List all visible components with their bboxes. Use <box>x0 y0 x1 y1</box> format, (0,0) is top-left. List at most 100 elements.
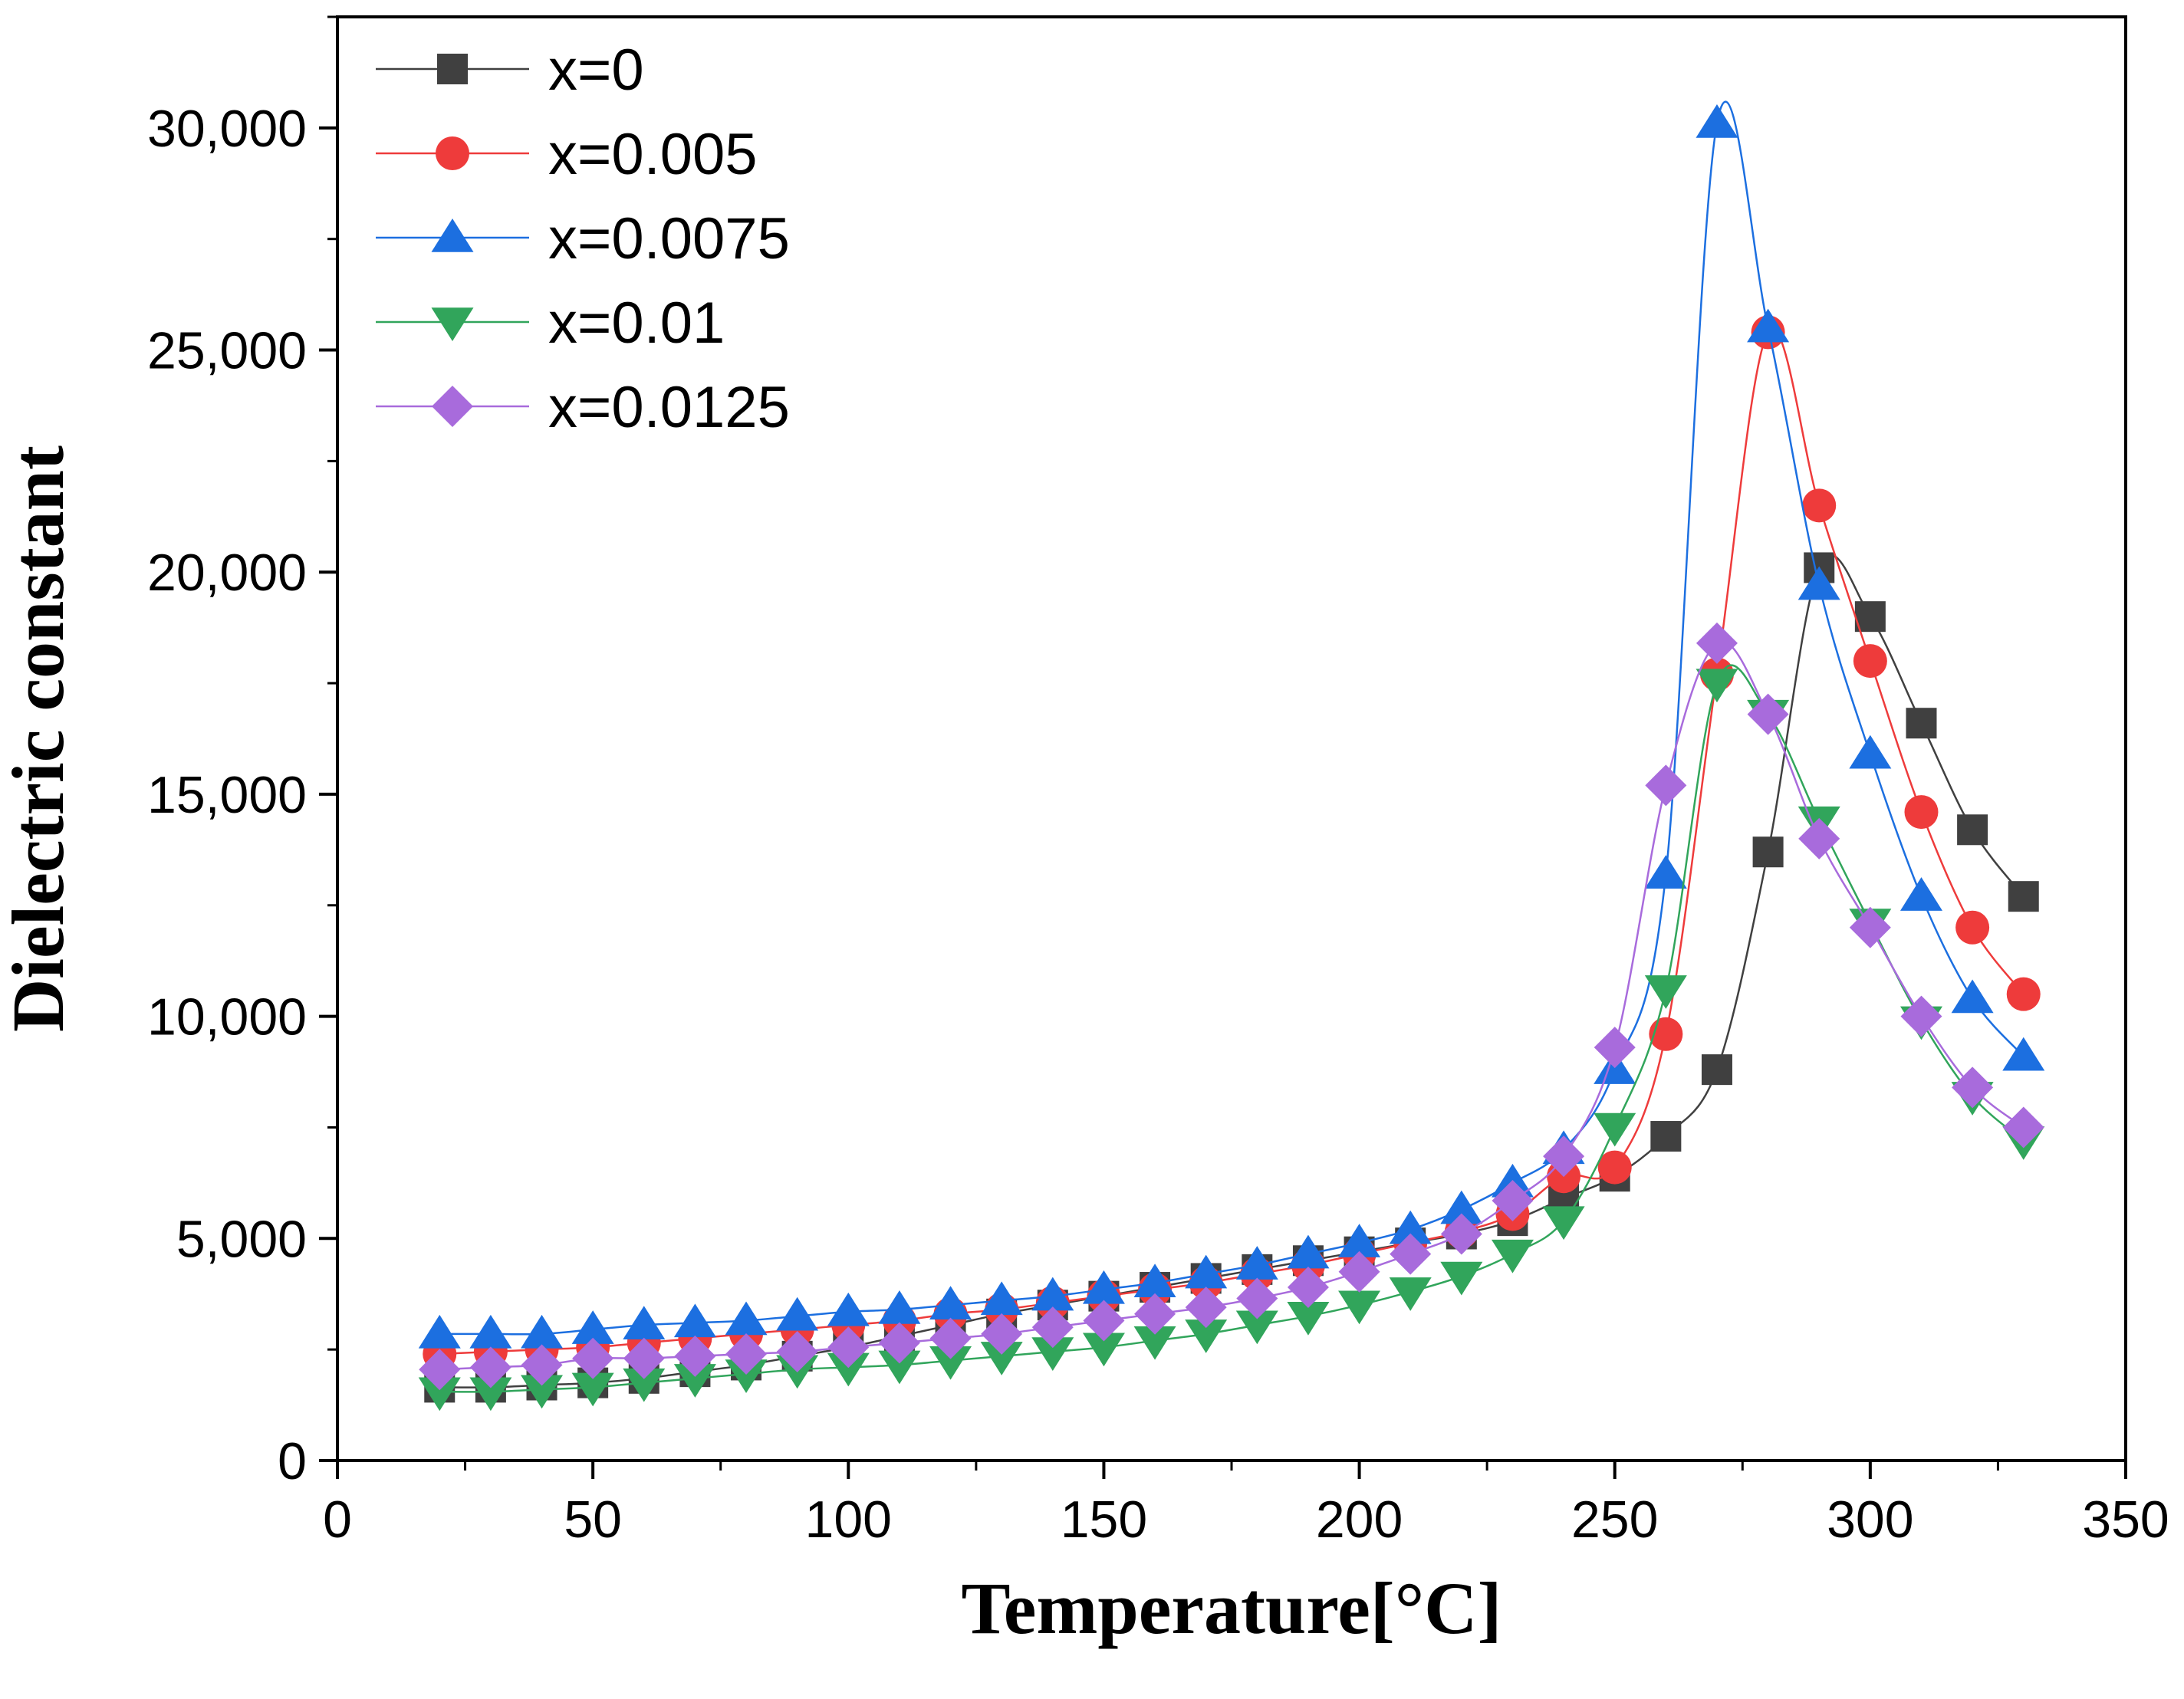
series-4-point-60 <box>623 1337 665 1379</box>
series-2-point-100 <box>827 1292 870 1326</box>
series-2-point-140 <box>1031 1277 1074 1311</box>
series-2-point-150 <box>1082 1270 1125 1304</box>
legend-item-2: x=0.0075 <box>376 206 790 271</box>
legend-item-1: x=0.005 <box>376 122 758 187</box>
series-2-point-190 <box>1287 1234 1330 1269</box>
series-3-point-150 <box>1082 1333 1125 1367</box>
series-2-point-200 <box>1338 1224 1381 1257</box>
x-tick-label-250: 250 <box>1571 1490 1658 1549</box>
series-4-point-260 <box>1645 764 1687 807</box>
series-2-point-90 <box>776 1296 819 1331</box>
x-tick-label-50: 50 <box>564 1490 622 1549</box>
series-4-point-130 <box>981 1313 1023 1355</box>
series-4-point-310 <box>1900 995 1942 1037</box>
series-3-point-270 <box>1696 669 1738 703</box>
series-4-point-170 <box>1185 1287 1227 1329</box>
series-2-point-320 <box>1951 979 1994 1014</box>
legend-label-2: x=0.0075 <box>548 206 790 271</box>
series-3-point-180 <box>1235 1310 1278 1345</box>
series-2-point-160 <box>1133 1264 1176 1297</box>
series-4-point-190 <box>1287 1267 1329 1309</box>
axes-layer: 0 50 100 150 200 250 300 350 0 5,000 10,000 15,000 2… <box>147 15 2169 1549</box>
y-tick-label-15000: 15,000 <box>147 766 307 824</box>
series-3-point-250 <box>1594 1112 1636 1147</box>
series-0-point-280 <box>1752 836 1784 868</box>
series-4-point-280 <box>1747 693 1789 735</box>
series-4-point-270 <box>1696 622 1738 664</box>
series-3-point-170 <box>1185 1319 1228 1353</box>
series-2-point-290 <box>1798 566 1840 600</box>
series-4-point-240 <box>1543 1135 1585 1178</box>
legend-item-0: x=0 <box>376 38 644 103</box>
series-4-point-40 <box>521 1344 563 1386</box>
series-3-point-50 <box>571 1372 614 1407</box>
series-4-point-120 <box>929 1317 972 1359</box>
series-3-point-130 <box>980 1342 1023 1375</box>
series-4-point-200 <box>1338 1250 1380 1293</box>
series-4-point-30 <box>469 1346 511 1388</box>
series-1-point-290 <box>1802 488 1837 523</box>
y-tick-label-25000: 25,000 <box>147 322 307 380</box>
series-0-point-330 <box>2008 881 2039 912</box>
x-tick-label-300: 300 <box>1827 1490 1913 1549</box>
legend-marker-0 <box>437 54 468 84</box>
series-2-point-220 <box>1440 1190 1483 1224</box>
series-3-point-200 <box>1338 1290 1381 1325</box>
series-2-point-180 <box>1235 1246 1278 1280</box>
series-2-point-20 <box>418 1314 461 1349</box>
series-4-point-20 <box>419 1349 461 1391</box>
series-0-point-260 <box>1650 1121 1682 1152</box>
series-2-point-280 <box>1747 308 1790 343</box>
y-axis-title: Dielectric constant <box>0 445 79 1032</box>
series-4-point-50 <box>572 1337 614 1379</box>
x-axis-title: Temperature[°C] <box>962 1567 1502 1649</box>
series-1-point-320 <box>1955 910 1990 945</box>
series-layer <box>418 100 2045 1411</box>
legend: x=0 x=0.005 x=0.0075 x=0.01 x=0.0125 <box>376 38 790 440</box>
series-3-point-120 <box>929 1346 972 1380</box>
series-3-point-20 <box>418 1377 461 1411</box>
series-2-point-270 <box>1696 104 1738 138</box>
legend-label-4: x=0.0125 <box>548 375 790 440</box>
series-4-point-70 <box>674 1335 716 1377</box>
legend-label-0: x=0 <box>548 38 644 103</box>
series-2-point-170 <box>1185 1254 1228 1289</box>
x-tick-label-150: 150 <box>1061 1490 1147 1549</box>
series-0-point-310 <box>1906 708 1937 739</box>
series-2-point-120 <box>929 1286 972 1319</box>
series-4-point-290 <box>1798 817 1840 859</box>
legend-label-3: x=0.01 <box>548 291 725 356</box>
series-4-point-210 <box>1390 1233 1432 1275</box>
series-4-point-160 <box>1134 1293 1176 1335</box>
series-4-point-150 <box>1083 1300 1125 1342</box>
series-3-point-160 <box>1133 1326 1176 1360</box>
series-3-point-60 <box>623 1368 666 1402</box>
y-tick-label-10000: 10,000 <box>147 988 307 1047</box>
series-0-point-270 <box>1701 1054 1732 1086</box>
series-2-point-80 <box>725 1301 768 1336</box>
series-2-point-310 <box>1899 877 1942 911</box>
y-tick-label-20000: 20,000 <box>147 544 307 602</box>
series-3-point-40 <box>521 1375 564 1409</box>
legend-label-1: x=0.005 <box>548 122 758 187</box>
series-4-point-110 <box>878 1322 920 1364</box>
series-4-point-300 <box>1849 906 1891 948</box>
x-tick-label-100: 100 <box>805 1490 892 1549</box>
series-3-point-210 <box>1389 1277 1432 1311</box>
series-2-point-70 <box>673 1303 716 1338</box>
series-1-point-250 <box>1597 1150 1632 1185</box>
series-2-point-260 <box>1644 855 1687 889</box>
x-tick-label-350: 350 <box>2082 1490 2169 1549</box>
series-1-point-300 <box>1853 644 1887 679</box>
series-3-point-260 <box>1644 975 1687 1009</box>
series-3-point-110 <box>878 1350 921 1385</box>
x-tick-label-200: 200 <box>1316 1490 1403 1549</box>
series-3-point-230 <box>1491 1239 1534 1273</box>
series-4-point-320 <box>1952 1066 1994 1109</box>
series-4-point-80 <box>725 1333 768 1375</box>
legend-marker-4 <box>432 386 473 427</box>
series-2-point-30 <box>469 1314 512 1349</box>
